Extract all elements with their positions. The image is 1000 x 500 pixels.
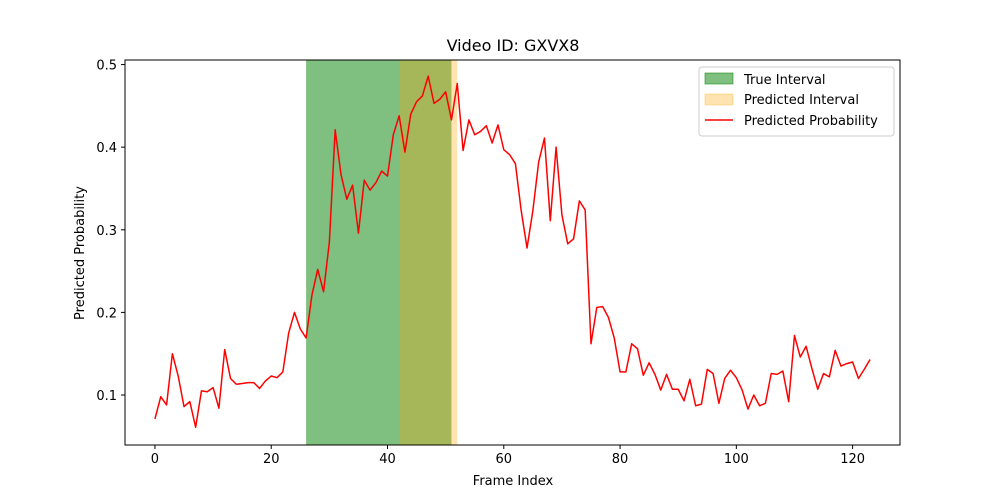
y-tick-label: 0.1 xyxy=(96,389,117,404)
y-tick-label: 0.5 xyxy=(96,59,117,74)
legend-label-predicted-interval: Predicted Interval xyxy=(744,93,859,108)
legend: True Interval Predicted Interval Predict… xyxy=(698,66,895,137)
x-tick-label: 80 xyxy=(612,452,629,467)
x-tick-label: 60 xyxy=(496,452,513,467)
chart-title: Video ID: GXVX8 xyxy=(447,36,580,55)
y-tick-label: 0.2 xyxy=(96,306,117,321)
y-tick-label: 0.4 xyxy=(96,141,117,156)
x-tick-label: 120 xyxy=(840,452,865,467)
plot-frame xyxy=(124,59,901,446)
true-interval-span xyxy=(306,60,452,445)
legend-label-true-interval: True Interval xyxy=(743,73,826,88)
legend-label-predicted-probability: Predicted Probability xyxy=(744,114,878,129)
legend-swatch-predicted-interval xyxy=(704,93,734,106)
predicted-interval-span xyxy=(399,60,458,445)
x-tick-label: 100 xyxy=(724,452,749,467)
y-axis-label: Predicted Probability xyxy=(73,186,88,320)
x-axis-label: Frame Index xyxy=(473,474,554,489)
x-tick-label: 20 xyxy=(263,452,280,467)
predicted-probability-line xyxy=(154,75,871,428)
x-tick-label: 40 xyxy=(379,452,396,467)
legend-box xyxy=(698,66,895,137)
y-tick-label: 0.3 xyxy=(96,224,117,239)
x-tick-label: 0 xyxy=(151,452,159,467)
legend-swatch-true-interval xyxy=(704,72,734,85)
